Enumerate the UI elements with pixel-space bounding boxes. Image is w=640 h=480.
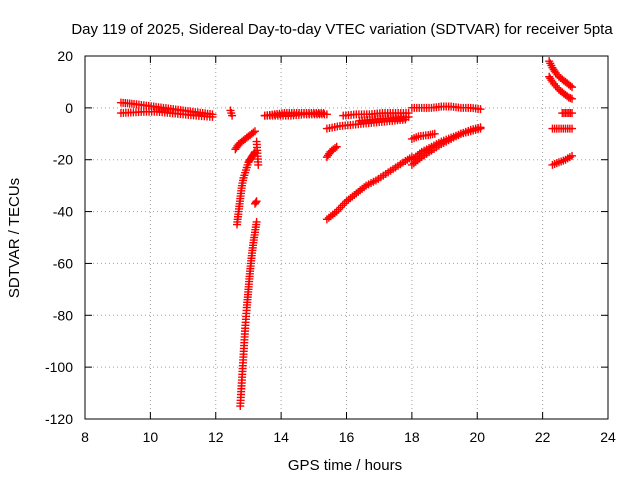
y-tick-label: 20 bbox=[57, 48, 73, 64]
data-point bbox=[251, 198, 260, 207]
series-arc-o bbox=[355, 112, 413, 125]
series-arc-h bbox=[252, 137, 263, 169]
data-point bbox=[252, 197, 261, 206]
data-point bbox=[340, 199, 349, 208]
series-arc-c bbox=[226, 106, 237, 120]
data-point bbox=[568, 83, 577, 92]
series-arc-f bbox=[236, 217, 261, 411]
data-points bbox=[116, 57, 577, 411]
data-point bbox=[249, 128, 258, 137]
data-point bbox=[476, 105, 485, 114]
y-tick-label: -120 bbox=[45, 411, 73, 427]
data-point bbox=[254, 160, 263, 169]
data-point bbox=[228, 111, 237, 120]
data-point bbox=[332, 142, 341, 151]
y-tick-label: -100 bbox=[45, 359, 73, 375]
data-point bbox=[404, 112, 413, 121]
series-arc-g bbox=[250, 197, 261, 208]
series-arc-p bbox=[407, 102, 485, 114]
data-point bbox=[568, 109, 577, 118]
series-arc-u bbox=[545, 72, 577, 103]
data-point bbox=[322, 110, 331, 119]
y-tick-label: 0 bbox=[65, 100, 73, 116]
series-arc-q bbox=[407, 129, 439, 143]
x-tick-label: 22 bbox=[535, 429, 551, 445]
x-tick-label: 16 bbox=[339, 429, 355, 445]
series-arc-x bbox=[548, 151, 577, 169]
data-point bbox=[360, 183, 369, 192]
data-point bbox=[415, 149, 424, 158]
series-arc-b bbox=[116, 107, 217, 121]
axis-ticks: 8 10 12 14 16 18 20 22 24 -120 -100 -80 -60 -40 -20 0 20 bbox=[45, 48, 616, 445]
data-point bbox=[566, 81, 575, 90]
data-point bbox=[334, 205, 343, 214]
data-point bbox=[568, 94, 577, 103]
y-axis-label: SDTVAR / TECUs bbox=[6, 178, 23, 298]
x-axis-label: GPS time / hours bbox=[288, 457, 402, 474]
series-arc-l bbox=[322, 142, 341, 162]
x-tick-label: 24 bbox=[600, 429, 616, 445]
data-point bbox=[430, 129, 439, 138]
x-tick-label: 8 bbox=[81, 429, 89, 445]
data-point bbox=[250, 127, 259, 136]
data-point bbox=[568, 151, 577, 160]
data-point bbox=[331, 144, 340, 153]
x-tick-label: 12 bbox=[208, 429, 224, 445]
x-tick-label: 18 bbox=[404, 429, 420, 445]
series-arc-v bbox=[558, 109, 577, 118]
data-point bbox=[330, 209, 339, 218]
x-tick-label: 20 bbox=[469, 429, 485, 445]
chart-title: Day 119 of 2025, Sidereal Day-to-day VTE… bbox=[71, 21, 613, 38]
series-arc-m bbox=[322, 153, 416, 224]
y-tick-label: -60 bbox=[53, 255, 73, 271]
y-tick-label: -80 bbox=[53, 307, 73, 323]
data-point bbox=[338, 201, 347, 210]
data-point bbox=[252, 217, 261, 226]
series-arc-s bbox=[407, 124, 485, 164]
data-point bbox=[336, 203, 345, 212]
series-arc-w bbox=[548, 124, 577, 133]
series-arc-t bbox=[545, 57, 577, 92]
series-arc-j bbox=[260, 110, 331, 120]
x-tick-label: 14 bbox=[273, 429, 289, 445]
data-point bbox=[208, 112, 217, 121]
y-tick-label: -20 bbox=[53, 152, 73, 168]
data-point bbox=[476, 124, 485, 133]
x-tick-label: 10 bbox=[143, 429, 159, 445]
data-point bbox=[568, 124, 577, 133]
y-tick-label: -40 bbox=[53, 204, 73, 220]
series-arc-d bbox=[231, 127, 259, 154]
